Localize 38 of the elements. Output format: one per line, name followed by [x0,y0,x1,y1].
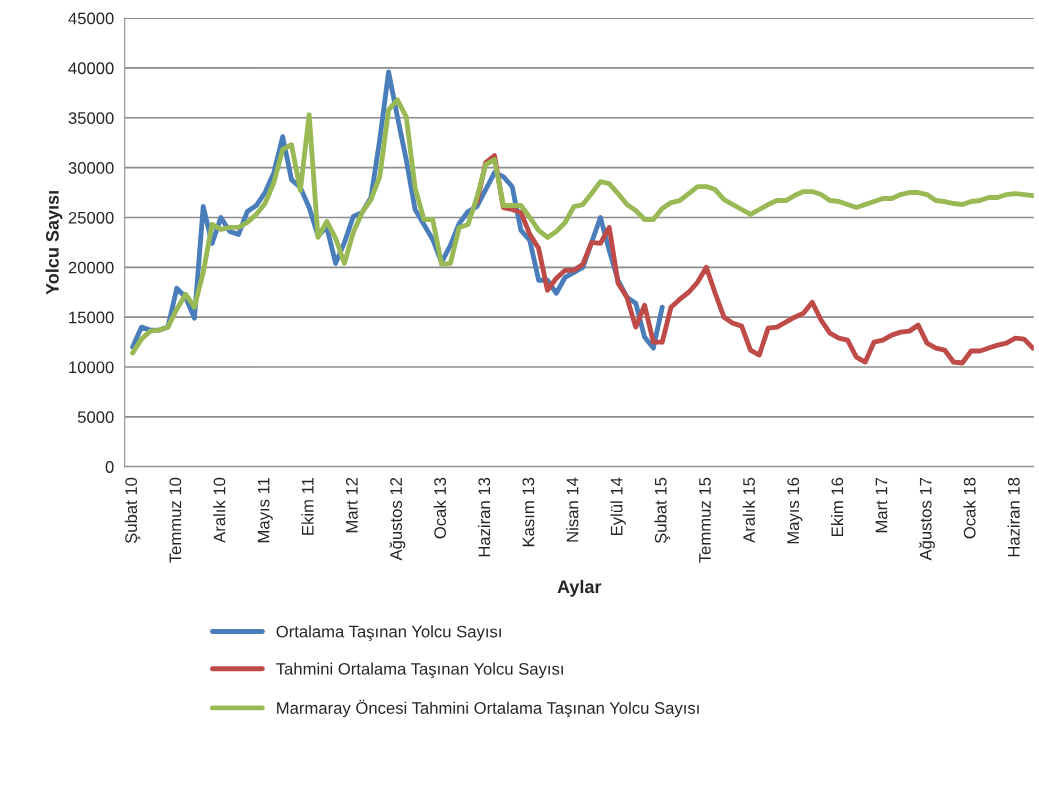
x-axis-title: Aylar [557,579,602,597]
x-tick-label: Kasım 13 [522,477,535,547]
x-tick-label: Haziran 13 [477,477,491,557]
x-tick-label: Ekim 11 [301,477,314,535]
x-tick-label: Haziran 18 [1007,477,1020,557]
x-tick-label: Mayıs 16 [787,477,803,544]
x-tick-label: Ocak 13 [433,477,447,539]
y-tick-label: 40000 [68,62,114,75]
y-tick-label: 35000 [68,112,114,124]
y-tick-label: 25000 [68,211,114,224]
x-tick-label: Aralık 15 [742,477,755,543]
y-tick-label: 0 [105,461,114,473]
x-tick-label: Şubat 15 [654,477,671,544]
x-tick-label: Mart 12 [345,477,358,533]
legend-label: Tahmini Ortalama Taşınan Yolcu Sayısı [276,662,563,679]
x-tick-label: Şubat 10 [124,477,141,544]
y-tick-label: 20000 [68,261,114,274]
y-tick-label: 45000 [68,12,114,25]
y-axis-title: Yolcu Sayısı [45,191,63,295]
x-tick-label: Mayıs 11 [257,477,273,543]
x-tick-label: Ağustos 17 [919,477,935,561]
legend-label: Marmaray Öncesi Tahmini Ortalama Taşınan Yolcu Sayısı [277,699,699,718]
x-tick-label: Ocak 18 [963,477,976,539]
x-tick-label: Aralık 10 [213,477,226,543]
y-tick-label: 30000 [68,162,114,174]
legend-label: Ortalama Taşınan Yolcu Sayısı [276,625,501,641]
x-tick-label: Ekim 16 [830,477,844,536]
y-tick-label: 5000 [77,411,114,424]
line-series [474,153,1034,366]
y-tick-label: 15000 [69,311,114,324]
x-tick-label: Temmuz 15 [699,477,711,563]
x-tick-label: Eylül 14 [610,477,626,536]
x-tick-label: Mart 17 [875,477,888,533]
x-tick-label: Nisan 14 [566,477,579,542]
line-series [130,97,1034,356]
x-tick-label: Temmuz 10 [169,477,182,563]
y-tick-label: 10000 [69,361,114,374]
x-tick-label: Ağustos 12 [389,477,406,561]
